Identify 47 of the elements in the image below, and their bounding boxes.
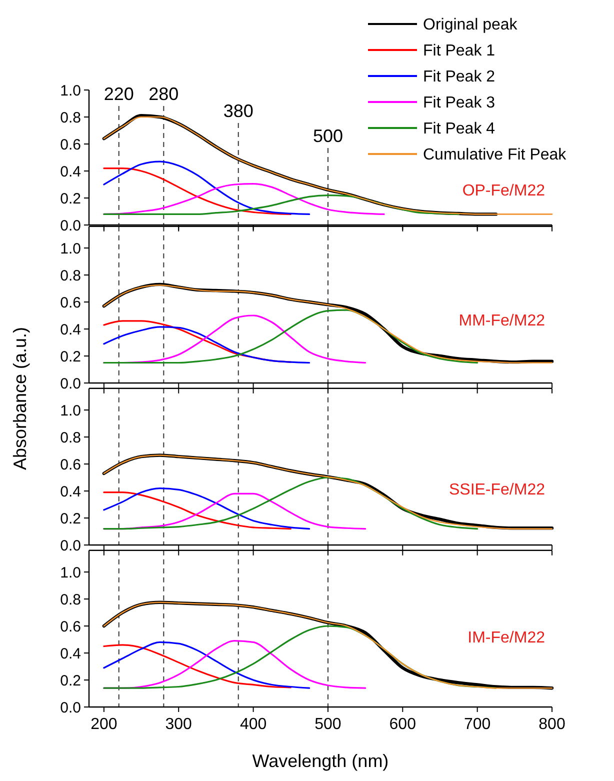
y-tick-label: 0.8	[60, 429, 81, 446]
y-tick-label: 0.8	[60, 591, 81, 608]
y-tick-label: 0.2	[60, 510, 81, 528]
annotation: IM-Fe/M22	[468, 630, 546, 647]
y-tick-label: 0.8	[60, 267, 81, 284]
y-tick-label: 0.6	[60, 136, 81, 154]
x-tick-label: 500	[314, 716, 342, 733]
x-tick-label: 200	[90, 716, 118, 733]
y-tick-label: 0.8	[60, 109, 81, 126]
ref-line-label: 280	[148, 84, 179, 104]
y-tick-label: 0.4	[60, 483, 81, 500]
y-tick-label: 0.6	[60, 294, 81, 312]
annotation: MM-Fe/M22	[458, 312, 546, 330]
y-tick-label: 0.0	[60, 699, 81, 716]
y-tick-label: 1.0	[60, 402, 81, 420]
y-tick-label: 0.2	[60, 190, 81, 208]
y-tick-label: 0.6	[60, 456, 81, 474]
annotation: OP-Fe/M22	[462, 182, 546, 200]
ref-line-label: 500	[312, 126, 343, 146]
y-tick-label: 0.4	[60, 645, 81, 662]
x-tick-label: 800	[538, 716, 566, 733]
legend-label: Cumulative Fit Peak	[423, 146, 568, 164]
x-tick-label: 600	[389, 716, 416, 733]
x-tick-label: 700	[464, 716, 491, 733]
y-tick-label: 1.0	[60, 240, 81, 258]
y-tick-label: 0.6	[60, 618, 81, 636]
legend-label: Fit Peak 1	[423, 42, 496, 60]
y-tick-label: 0.0	[60, 217, 81, 234]
annotation: SSIE-Fe/M22	[448, 482, 546, 499]
ref-line-label: 380	[223, 101, 254, 121]
legend-label: Fit Peak 4	[423, 120, 496, 138]
y-tick-label: 0.2	[60, 672, 81, 690]
x-tick-label: 400	[240, 716, 267, 733]
y-tick-label: 1.0	[60, 564, 81, 582]
legend-label: Fit Peak 2	[423, 68, 496, 86]
x-tick-label: 300	[165, 716, 192, 733]
legend-label: Original peak	[423, 16, 518, 34]
y-tick-label: 1.0	[60, 82, 81, 100]
y-tick-label: 0.0	[60, 375, 81, 392]
y-axis-title: Absorbance (a.u.)	[10, 326, 30, 470]
ref-line-label: 220	[104, 84, 134, 104]
y-tick-label: 0.4	[60, 163, 81, 180]
y-tick-label: 0.4	[60, 321, 81, 338]
y-tick-label: 0.2	[60, 348, 81, 366]
y-tick-label: 0.0	[60, 537, 81, 554]
legend-label: Fit Peak 3	[423, 94, 496, 112]
x-axis-title: Wavelength (nm)	[252, 751, 389, 771]
